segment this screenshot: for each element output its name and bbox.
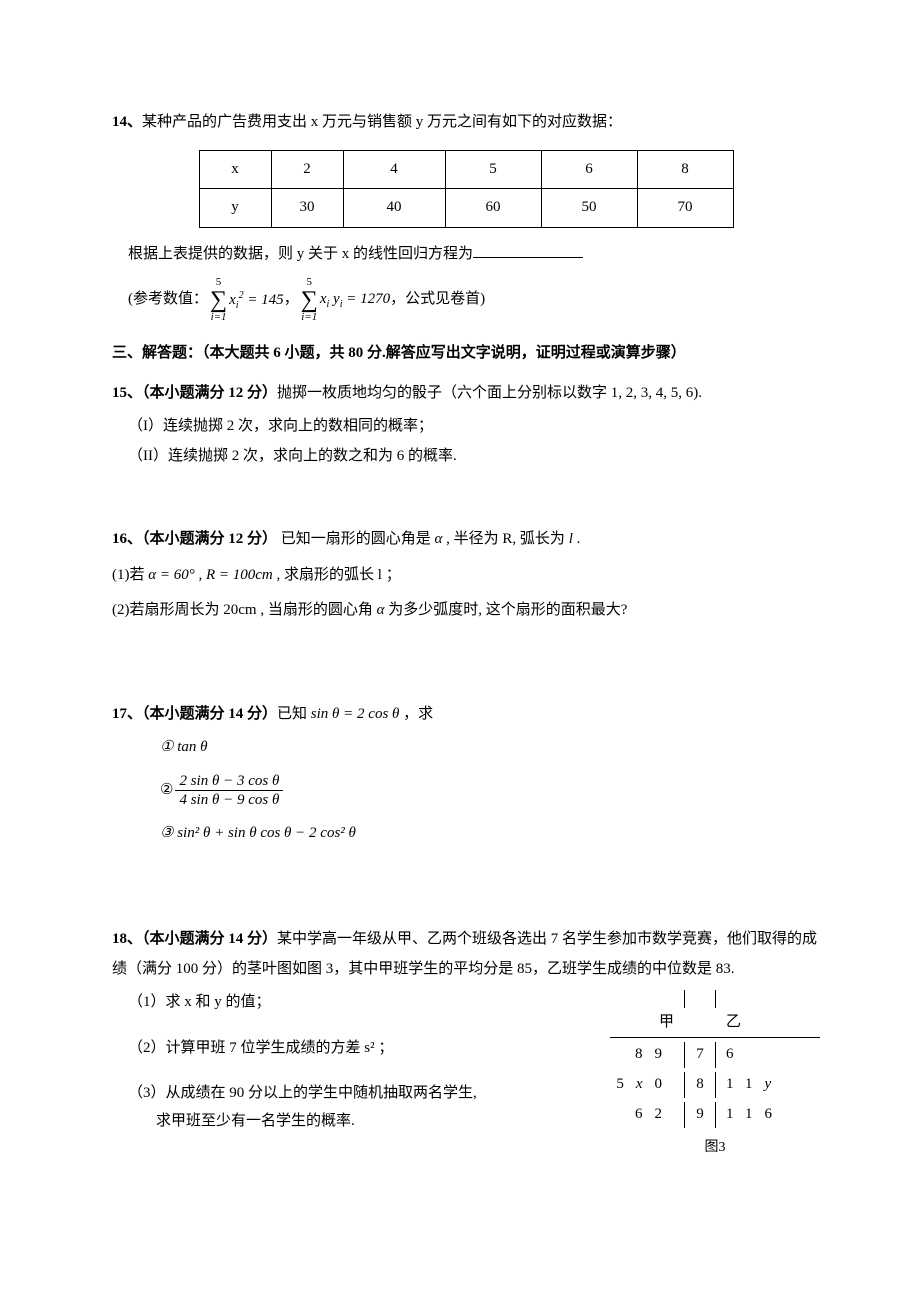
answer-blank xyxy=(473,244,583,258)
q17-number: 17、 xyxy=(112,706,142,722)
stem-leaf-plot: 甲 乙 89765x0811y629116 图3 xyxy=(610,990,820,1160)
q15-part-2: （II）连续抛掷 2 次，求向上的数之和为 6 的概率. xyxy=(128,444,820,470)
question-14: 14、某种产品的广告费用支出 x 万元与销售额 y 万元之间有如下的对应数据： … xyxy=(112,110,820,323)
q17-p2-label: ② xyxy=(160,778,173,804)
stemleaf-right: 11y xyxy=(716,1072,802,1098)
q15-text: 抛掷一枚质地均匀的骰子（六个面上分别标以数字 1, 2, 3, 4, 5, 6)… xyxy=(277,385,702,401)
q17-parts: ① tan θ ② 2 sin θ − 3 cos θ 4 sin θ − 9 … xyxy=(112,735,820,846)
q17-p3: ③ sin² θ + sin θ cos θ − 2 cos² θ xyxy=(160,821,820,847)
sigma-2: 5 ∑ i=1 xyxy=(301,277,318,323)
ref-suffix: ，公式见卷首) xyxy=(390,287,485,313)
q14-after-table-line: 根据上表提供的数据，则 y 关于 x 的线性回归方程为 xyxy=(112,242,820,268)
question-15: 15、（本小题满分 12 分）抛掷一枚质地均匀的骰子（六个面上分别标以数字 1,… xyxy=(112,381,820,470)
table-cell: 5 xyxy=(445,150,541,189)
q16-part-1: (1)若 α = 60° , R = 100cm , 求扇形的弧长 l ； xyxy=(112,563,820,589)
question-16: 16、（本小题满分 12 分） 已知一扇形的圆心角是 α , 半径为 R, 弧长… xyxy=(112,527,820,624)
q16-text-mid: , 半径为 R, 弧长为 xyxy=(442,531,568,547)
q16-title: （本小题满分 12 分） xyxy=(142,531,277,547)
q18-stem: 18、（本小题满分 14 分）某中学高一年级从甲、乙两个班级各选出 7 名学生参… xyxy=(112,924,820,984)
table-cell: 8 xyxy=(637,150,733,189)
table-cell: 2 xyxy=(271,150,343,189)
stemleaf-stem: 8 xyxy=(684,1072,716,1098)
q14-reference: (参考数值： 5 ∑ i=1 xi2 = 145 ， 5 ∑ i=1 xi yi… xyxy=(112,277,820,323)
sum1-body: xi2 = 145 xyxy=(229,287,284,314)
q16-text-post: . xyxy=(573,531,581,547)
stemleaf-caption: 图3 xyxy=(610,1136,820,1160)
q15-parts: （I）连续抛掷 2 次，求向上的数相同的概率； （II）连续抛掷 2 次，求向上… xyxy=(112,414,820,469)
q18-sub2: （2）计算甲班 7 位学生成绩的方差 s² ； xyxy=(128,1036,590,1062)
stemleaf-stem: 7 xyxy=(684,1042,716,1068)
q18-sub3a: （3）从成绩在 90 分以上的学生中随机抽取两名学生, xyxy=(128,1081,590,1107)
question-17: 17、（本小题满分 14 分）已知 sin θ = 2 cos θ ，求 ① t… xyxy=(112,702,820,847)
stemleaf-right: 6 xyxy=(716,1042,802,1068)
stemleaf-header: 甲 乙 xyxy=(610,1008,820,1038)
stemleaf-left: 89 xyxy=(610,1042,684,1068)
q15-title: （本小题满分 12 分） xyxy=(142,385,277,401)
stemleaf-row: 629116 xyxy=(610,1100,820,1130)
stemleaf-head-right: 乙 xyxy=(716,1010,802,1036)
q18-sub3b: 求甲班至少有一名学生的概率. xyxy=(128,1109,590,1135)
q14-number: 14、 xyxy=(112,114,142,130)
q15-number: 15、 xyxy=(112,385,142,401)
q17-p2: ② 2 sin θ − 3 cos θ 4 sin θ − 9 cos θ xyxy=(160,773,820,809)
q16-number: 16、 xyxy=(112,531,142,547)
q17-stem: 17、（本小题满分 14 分）已知 sin θ = 2 cos θ ，求 xyxy=(112,702,820,728)
stemleaf-row: 8976 xyxy=(610,1040,820,1070)
stemleaf-stem: 9 xyxy=(684,1102,716,1128)
q16-part-2: (2)若扇形周长为 20cm , 当扇形的圆心角 α 为多少弧度时, 这个扇形的… xyxy=(112,598,820,624)
stemleaf-head-left: 甲 xyxy=(610,1010,684,1036)
q17-title: （本小题满分 14 分） xyxy=(142,706,277,722)
q14-table: x24568 y3040605070 xyxy=(199,150,734,228)
q18-sub1: （1）求 x 和 y 的值； xyxy=(128,990,590,1016)
stemleaf-row: 5x0811y xyxy=(610,1070,820,1100)
q14-stem: 14、某种产品的广告费用支出 x 万元与销售额 y 万元之间有如下的对应数据： xyxy=(112,110,820,136)
stemleaf-right: 116 xyxy=(716,1102,802,1128)
stemleaf-left: 62 xyxy=(610,1102,684,1128)
table-cell: y xyxy=(199,189,271,228)
table-cell: 40 xyxy=(343,189,445,228)
table-cell: 30 xyxy=(271,189,343,228)
ref-sep: ， xyxy=(284,287,299,313)
q18-number: 18、 xyxy=(112,931,142,947)
table-cell: 4 xyxy=(343,150,445,189)
stemleaf-left: 5x0 xyxy=(610,1072,684,1098)
table-cell: 6 xyxy=(541,150,637,189)
q16-stem: 16、（本小题满分 12 分） 已知一扇形的圆心角是 α , 半径为 R, 弧长… xyxy=(112,527,820,553)
table-cell: 70 xyxy=(637,189,733,228)
question-18: 18、（本小题满分 14 分）某中学高一年级从甲、乙两个班级各选出 7 名学生参… xyxy=(112,924,820,1160)
table-cell: x xyxy=(199,150,271,189)
q17-fraction: 2 sin θ − 3 cos θ 4 sin θ − 9 cos θ xyxy=(175,773,283,809)
q16-text-pre: 已知一扇形的圆心角是 xyxy=(277,531,435,547)
q18-subquestions: （1）求 x 和 y 的值； （2）计算甲班 7 位学生成绩的方差 s² ； （… xyxy=(112,990,590,1154)
q14-after-table: 根据上表提供的数据，则 y 关于 x 的线性回归方程为 xyxy=(128,246,473,262)
table-cell: 60 xyxy=(445,189,541,228)
sigma-1: 5 ∑ i=1 xyxy=(210,277,227,323)
table-cell: 50 xyxy=(541,189,637,228)
ref-prefix: (参考数值： xyxy=(128,287,208,313)
sum2-body: xi yi = 1270 xyxy=(320,287,390,313)
section-3-heading: 三、解答题：（本大题共 6 小题，共 80 分.解答应写出文字说明，证明过程或演… xyxy=(112,341,820,367)
q17-p1: ① tan θ xyxy=(160,735,820,761)
q15-part-1: （I）连续抛掷 2 次，求向上的数相同的概率； xyxy=(128,414,820,440)
q18-title: （本小题满分 14 分） xyxy=(142,931,277,947)
q15-stem: 15、（本小题满分 12 分）抛掷一枚质地均匀的骰子（六个面上分别标以数字 1,… xyxy=(112,381,820,407)
q14-text: 某种产品的广告费用支出 x 万元与销售额 y 万元之间有如下的对应数据： xyxy=(142,114,622,130)
